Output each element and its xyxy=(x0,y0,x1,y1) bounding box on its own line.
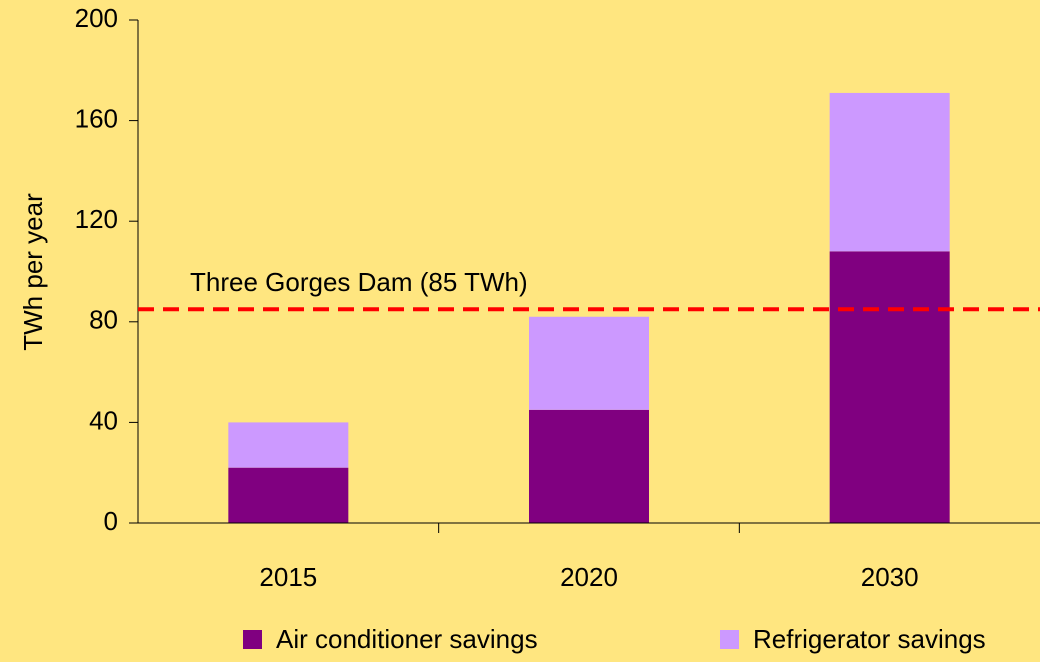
bar-segment xyxy=(529,316,649,410)
x-tick-label: 2020 xyxy=(560,562,618,592)
bar-segment xyxy=(829,251,950,523)
y-tick-label: 200 xyxy=(75,3,118,33)
y-axis-label: TWh per year xyxy=(18,193,48,351)
legend-swatch xyxy=(243,630,262,649)
bar-segment xyxy=(829,92,950,252)
y-tick-label: 160 xyxy=(75,103,118,133)
bar-segment xyxy=(529,409,649,523)
bar-segment xyxy=(228,467,349,523)
y-tick-label: 0 xyxy=(104,506,118,536)
legend-label: Refrigerator savings xyxy=(753,624,986,654)
y-tick-label: 40 xyxy=(89,405,118,435)
x-tick-label: 2030 xyxy=(861,562,919,592)
y-tick-label: 80 xyxy=(89,305,118,335)
legend-swatch xyxy=(720,630,739,649)
bar-segment xyxy=(228,422,349,468)
legend-label: Air conditioner savings xyxy=(276,624,538,654)
reference-label: Three Gorges Dam (85 TWh) xyxy=(190,267,528,297)
y-tick-label: 120 xyxy=(75,204,118,234)
x-tick-label: 2015 xyxy=(259,562,317,592)
